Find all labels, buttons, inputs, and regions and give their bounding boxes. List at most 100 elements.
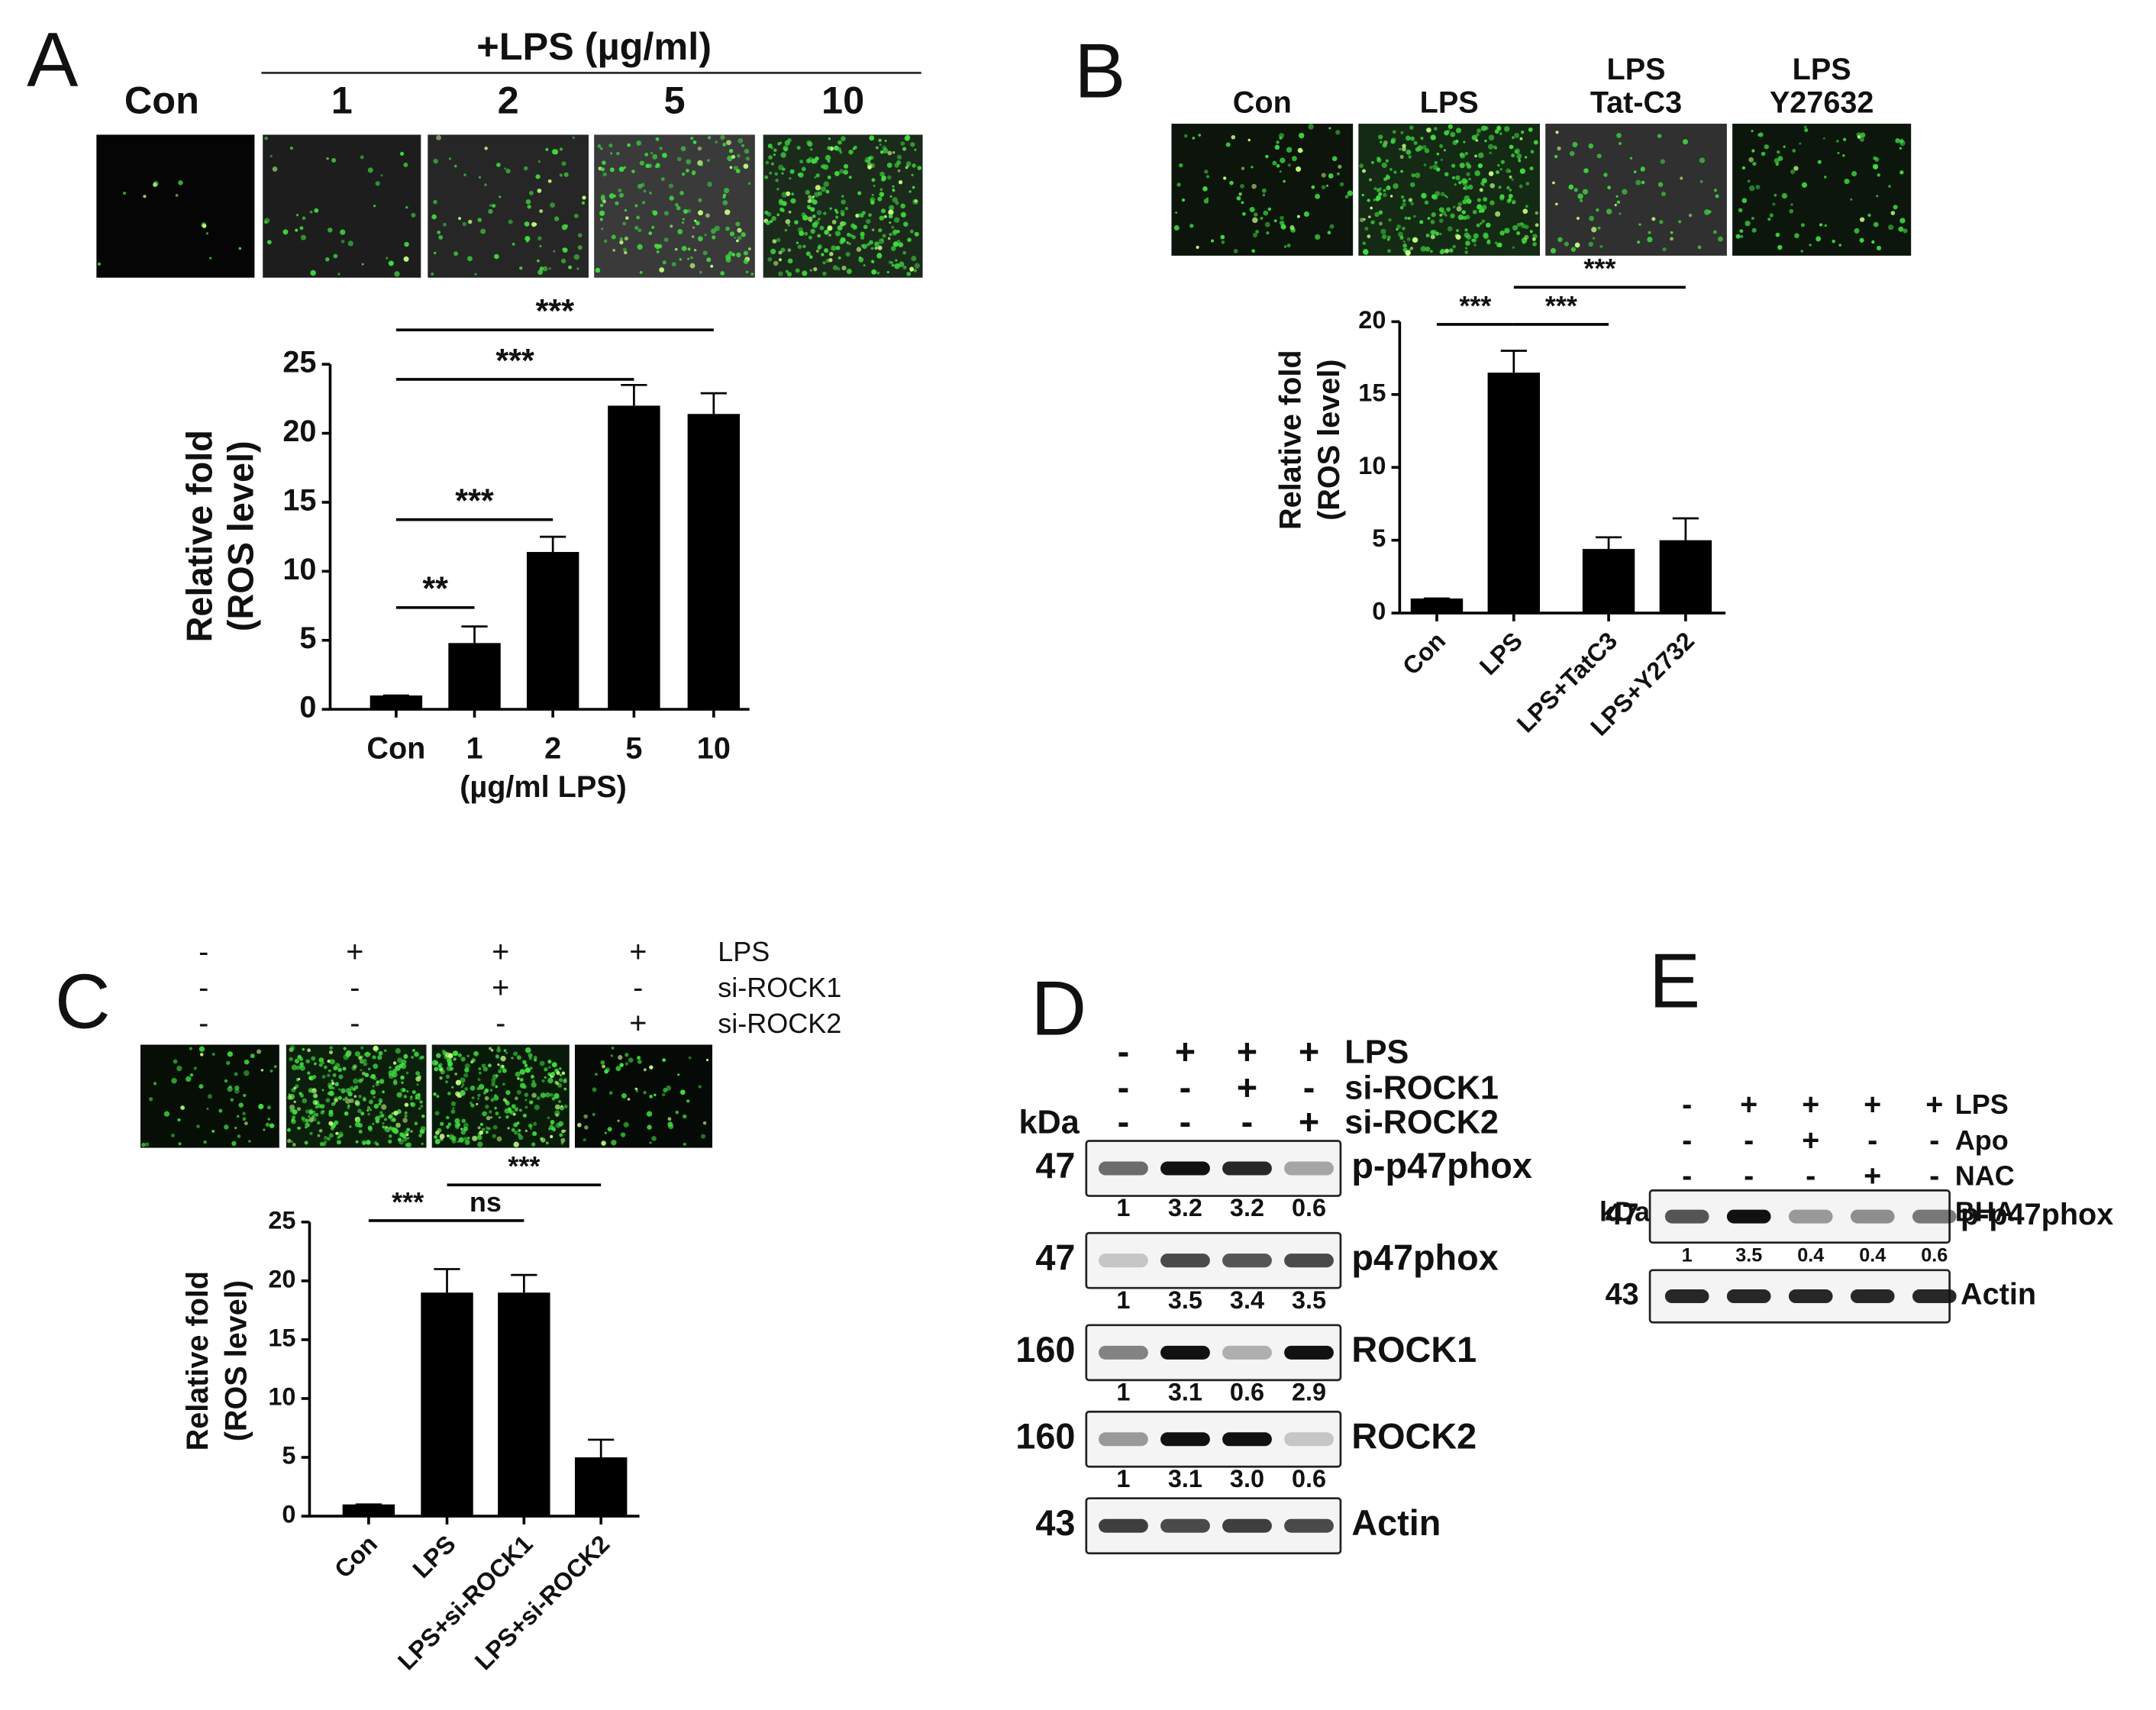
cell-dot [1409, 125, 1414, 130]
cell-dot [492, 203, 496, 208]
y-axis-label: (ROS level) [1312, 360, 1346, 521]
cell-dot [287, 1138, 292, 1144]
blot-band [1788, 1289, 1833, 1304]
cell-dot [533, 1121, 537, 1126]
cell-dot [895, 201, 899, 205]
cell-dot [604, 1131, 607, 1134]
cell-dot [361, 1140, 366, 1145]
cell-dot [392, 1061, 397, 1065]
cell-dot [1824, 176, 1827, 179]
cell-dot [1801, 182, 1808, 188]
cell-dot [1490, 182, 1496, 189]
blot-band [1099, 1432, 1148, 1447]
y-tick-label: 20 [268, 1265, 295, 1292]
cell-dot [1347, 190, 1354, 196]
cell-dot [311, 1056, 316, 1061]
cell-dot [329, 1046, 333, 1050]
cell-dot [298, 1077, 301, 1081]
cell-dot [807, 198, 812, 203]
cell-dot [248, 1140, 251, 1143]
cell-dot [1331, 156, 1338, 162]
cell-dot [599, 218, 603, 221]
cell-dot [462, 221, 467, 227]
cell-dot [1381, 162, 1387, 169]
cell-dot [788, 210, 792, 214]
cell-dot [558, 1077, 563, 1082]
cell-dot [870, 260, 875, 263]
cell-dot [1509, 169, 1512, 173]
cell-dot [1488, 134, 1495, 141]
cell-dot [1444, 195, 1447, 198]
cell-dot [686, 169, 689, 173]
cell-dot [307, 1071, 311, 1075]
cell-dot [1817, 160, 1822, 164]
cell-dot [373, 1045, 379, 1052]
error-bar [1500, 350, 1527, 373]
cell-dot [384, 1118, 387, 1121]
cell-dot [866, 159, 871, 164]
cell-dot [515, 1096, 518, 1101]
cell-dot [1473, 244, 1477, 247]
cell-dot [361, 263, 364, 266]
cell-dot [692, 140, 697, 144]
cell-dot [848, 150, 854, 155]
cell-dot [238, 1102, 244, 1108]
cell-dot [433, 1092, 437, 1096]
cell-dot [772, 239, 777, 244]
cell-dot [1859, 237, 1864, 243]
cell-dot [481, 1063, 486, 1068]
cell-dot [554, 216, 560, 221]
cell-dot [454, 1073, 458, 1076]
cell-dot [891, 225, 895, 229]
x-tick-label: Con [329, 1530, 382, 1583]
cell-dot [854, 145, 857, 150]
cell-dot [171, 1134, 175, 1137]
cell-dot [1512, 201, 1515, 205]
cell-dot [337, 1067, 342, 1073]
cell-dot [911, 256, 917, 262]
cell-dot [1344, 195, 1349, 198]
cell-dot [1362, 249, 1369, 255]
cell-dot [1574, 242, 1580, 248]
cell-dot [1591, 227, 1597, 233]
cell-dot [561, 161, 566, 166]
cell-dot [1803, 125, 1807, 129]
cell-dot [827, 160, 831, 163]
cell-dot [404, 1102, 409, 1107]
blot-frame [1085, 1324, 1342, 1382]
cell-dot [1576, 216, 1580, 220]
treatment-sign: + [346, 935, 363, 969]
cell-dot [1444, 248, 1450, 253]
cell-dot [1857, 135, 1861, 139]
treatment-name: si-ROCK1 [718, 972, 841, 1003]
cell-dot [519, 1078, 524, 1082]
cell-dot [337, 1088, 341, 1091]
cell-dot [1555, 131, 1559, 134]
cell-dot [1382, 143, 1387, 148]
error-bar [511, 1273, 537, 1293]
bar [1582, 549, 1635, 614]
cell-dot [889, 205, 895, 211]
cell-dot [1400, 169, 1403, 173]
cell-dot [1572, 141, 1578, 147]
cell-dot [1477, 204, 1483, 210]
treatment-sign: - [198, 1007, 208, 1041]
cell-dot [313, 1110, 316, 1114]
cell-dot [888, 214, 893, 219]
cell-dot [524, 1092, 529, 1097]
cell-dot [1776, 150, 1780, 154]
cell-dot [287, 1095, 292, 1100]
cell-dot [403, 256, 409, 262]
cell-dot [869, 240, 873, 245]
cell-dot [1451, 176, 1455, 179]
cell-dot [628, 1057, 634, 1063]
cell-dot [455, 1091, 460, 1097]
cell-dot [1461, 210, 1466, 215]
cell-dot [1393, 170, 1397, 174]
cell-dot [376, 1080, 379, 1084]
cell-dot [555, 1081, 560, 1086]
cell-dot [380, 174, 383, 177]
cell-dot [1402, 227, 1406, 231]
cell-dot [1751, 149, 1755, 153]
cell-dot [601, 1141, 606, 1146]
